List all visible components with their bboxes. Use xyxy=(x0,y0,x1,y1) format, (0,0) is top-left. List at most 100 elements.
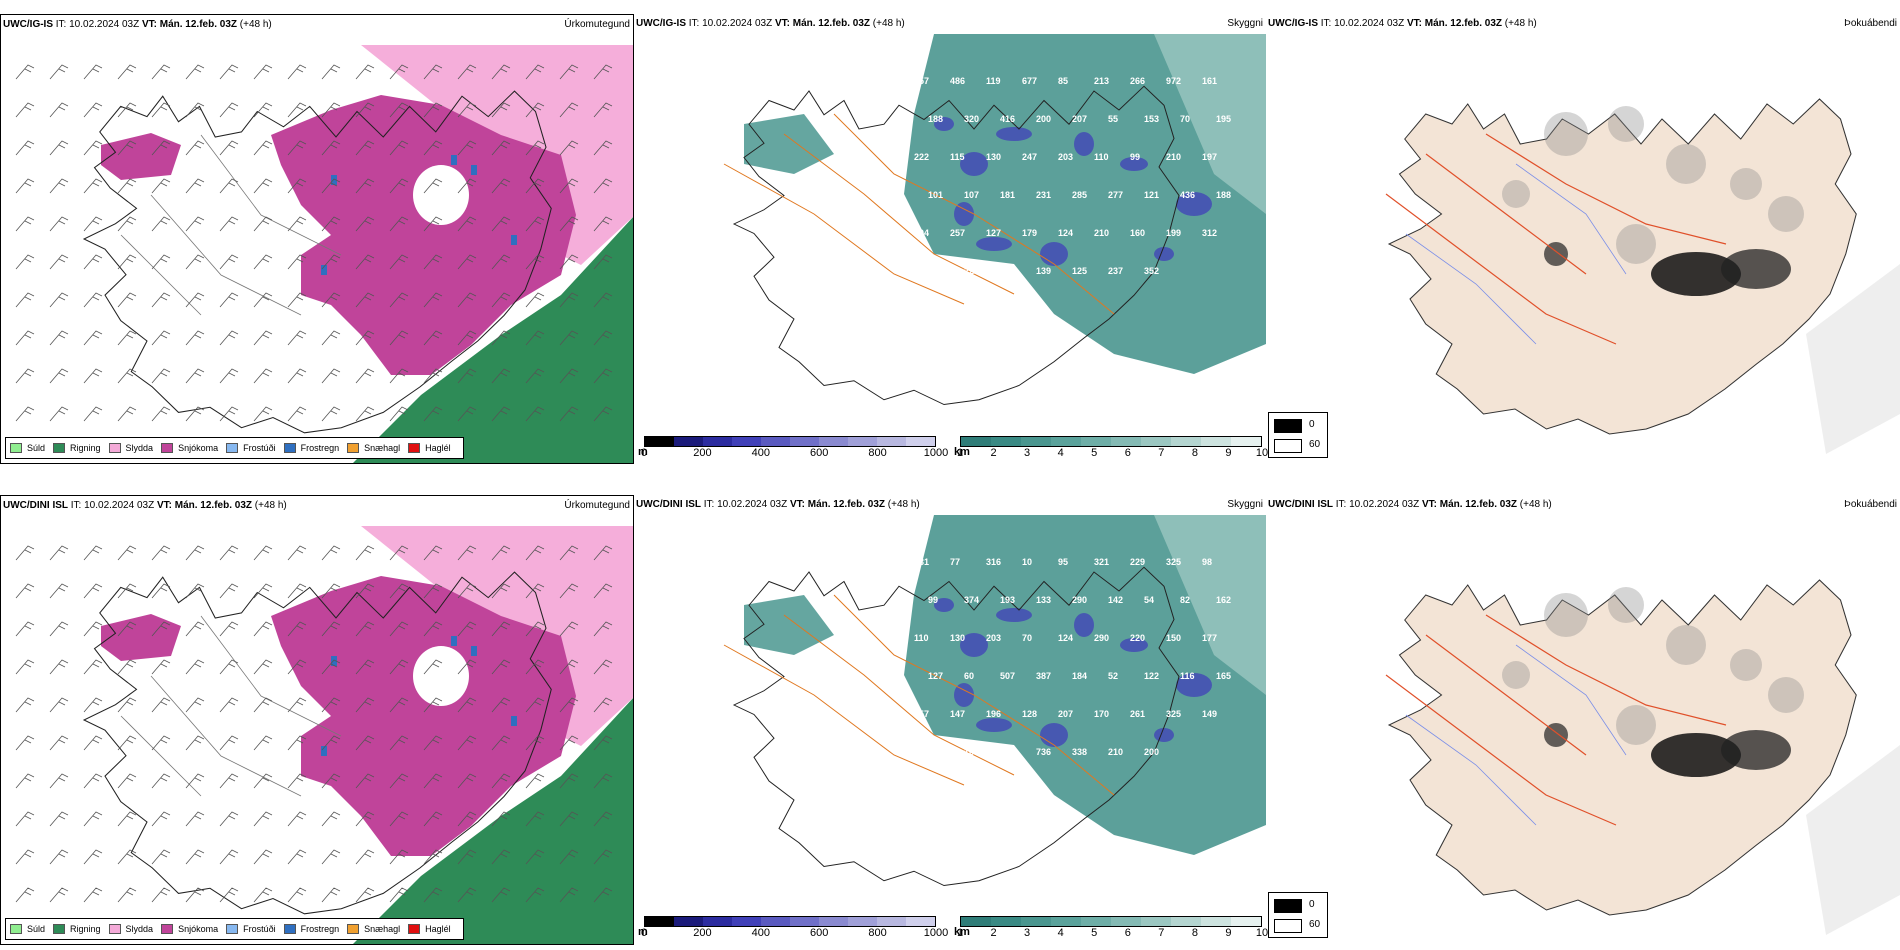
visibility-value-label: 220 xyxy=(1130,633,1145,643)
wind-barb xyxy=(151,254,171,270)
glacier-clear xyxy=(413,165,469,225)
precip-map xyxy=(1,45,633,463)
wind-barb xyxy=(321,659,341,675)
colorbar-tick-label: 800 xyxy=(868,447,887,459)
visibility-value-label: 99 xyxy=(928,595,938,605)
wind-barb xyxy=(83,254,103,270)
visibility-value-label: 130 xyxy=(950,633,965,643)
wind-barb xyxy=(457,140,477,156)
fog-signal-patch xyxy=(1502,661,1530,689)
wind-barb xyxy=(83,849,103,865)
colorbar-cell xyxy=(761,917,790,926)
wind-barb xyxy=(355,292,375,308)
wind-barb xyxy=(117,735,137,751)
visibility-value-label: 361 xyxy=(1000,266,1015,276)
wind-barb xyxy=(287,697,307,713)
legend-item: Snjókoma xyxy=(161,443,218,453)
wind-barb xyxy=(321,887,341,903)
low-cloud-base-patch xyxy=(1074,132,1094,156)
panel-title: Þokuábendi xyxy=(1844,499,1897,510)
wind-barb xyxy=(321,64,341,80)
colorbar-cell xyxy=(1171,437,1201,446)
wind-barb xyxy=(117,849,137,865)
wind-barb xyxy=(83,178,103,194)
panel-header: UWC/IG-IS IT: 10.02.2024 03Z VT: Mán. 12… xyxy=(3,19,272,30)
wind-barb xyxy=(491,887,511,903)
wind-barb xyxy=(355,773,375,789)
panel-title: Þokuábendi xyxy=(1844,18,1897,29)
colorbar-tick-label: 5 xyxy=(1091,927,1098,939)
visibility-colorbar: 1 2 3 4 5 6 7 8 9 10 km xyxy=(954,436,1268,460)
fog-signal-patch xyxy=(1666,144,1706,184)
wind-barb xyxy=(355,140,375,156)
panel-precip-type-top: UWC/IG-IS IT: 10.02.2024 03Z VT: Mán. 12… xyxy=(0,14,634,464)
wind-barb xyxy=(49,621,69,637)
visibility-value-label: 416 xyxy=(1000,114,1015,124)
wind-barb xyxy=(83,659,103,675)
visibility-value-label: 312 xyxy=(1202,228,1217,238)
cloud-base-colorbar: 0 200 400 600 800 1000 m xyxy=(638,916,948,940)
wind-barb xyxy=(287,773,307,789)
wind-barb xyxy=(525,64,545,80)
visibility-value-label: 98 xyxy=(1202,557,1212,567)
wind-barb xyxy=(117,64,137,80)
wind-barb xyxy=(287,659,307,675)
colorbar-tick-label: 1 xyxy=(956,927,964,939)
wind-barb xyxy=(321,621,341,637)
legend-swatch xyxy=(347,443,360,453)
low-cloud-base-patch xyxy=(954,683,974,707)
wind-barb xyxy=(83,583,103,599)
wind-barb xyxy=(423,330,443,346)
colorbar-tick-label: 7 xyxy=(1158,447,1165,459)
legend-item: Slydda xyxy=(108,443,153,453)
visibility-value-label: 257 xyxy=(914,709,929,719)
wind-barb xyxy=(593,178,613,194)
wind-barb xyxy=(559,621,579,637)
legend-label: Frostregn xyxy=(300,924,340,934)
wind-barb xyxy=(253,887,273,903)
visibility-value-label: 161 xyxy=(1202,76,1217,86)
wind-barb xyxy=(15,178,35,194)
wind-barb xyxy=(253,583,273,599)
visibility-value-label: 116 xyxy=(1180,671,1195,681)
visibility-value-label: 195 xyxy=(1216,114,1231,124)
wind-barb xyxy=(185,368,205,384)
legend-item: Rigning xyxy=(53,924,101,934)
wind-barb xyxy=(559,330,579,346)
wind-barb xyxy=(219,292,239,308)
wind-barb xyxy=(525,254,545,270)
wind-barb xyxy=(49,735,69,751)
wind-barb xyxy=(423,659,443,675)
visibility-value-label: 188 xyxy=(1216,190,1231,200)
low-cloud-base-patch xyxy=(954,202,974,226)
legend-label: Snjókoma xyxy=(178,924,219,934)
colorbar-tick-label: 8 xyxy=(1191,927,1198,939)
colorbar-tick-label: 1000 xyxy=(923,927,949,939)
wind-barb xyxy=(525,735,545,751)
wind-barb xyxy=(525,887,545,903)
low-cloud-base-patch xyxy=(1040,723,1068,747)
visibility-value-label: 110 xyxy=(914,633,929,643)
colorbar-tick-label: 1 xyxy=(956,447,964,459)
fog-signal-strong xyxy=(1651,733,1741,777)
panel-title: Úrkomutegund xyxy=(564,500,630,511)
wind-barb xyxy=(219,811,239,827)
offshore-fog xyxy=(1806,745,1900,935)
wind-barb xyxy=(151,330,171,346)
wind-barb xyxy=(83,64,103,80)
wind-barb xyxy=(253,330,273,346)
wind-barb xyxy=(457,659,477,675)
legend-item: Snjókoma xyxy=(161,924,218,934)
wind-barb xyxy=(321,102,341,118)
precip-map xyxy=(1,526,633,944)
colorbar-tick-label: 0 xyxy=(640,927,648,939)
wind-barb xyxy=(49,849,69,865)
legend-swatch xyxy=(53,924,66,934)
panel-title: Úrkomutegund xyxy=(564,19,630,30)
wind-barb xyxy=(355,254,375,270)
wind-barb xyxy=(389,216,409,232)
visibility-value-label: 210 xyxy=(1094,228,1109,238)
fog-signal-patch xyxy=(1616,224,1656,264)
moderate-visibility-area xyxy=(1154,515,1266,695)
wind-barb xyxy=(525,697,545,713)
